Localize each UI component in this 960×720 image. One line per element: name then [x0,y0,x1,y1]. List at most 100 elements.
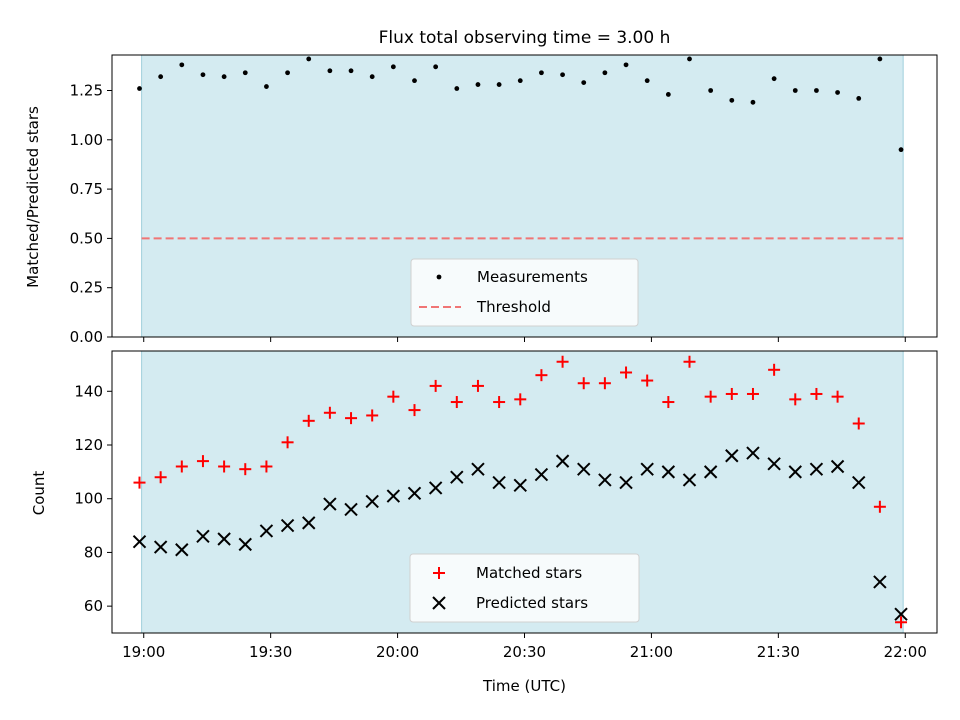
matched-star-point [556,355,569,368]
predicted-star-point [132,534,147,549]
matched-star-point [577,377,590,390]
y-tick-label: 0.00 [70,328,103,346]
predicted-star-point [259,524,274,538]
measurement-point [221,74,227,80]
y-tick-label: 120 [74,436,103,454]
measurement-point [433,64,439,70]
y-tick-label: 1.00 [70,131,103,149]
top-legend: Measurements Threshold [410,258,639,327]
predicted-star-point [428,481,443,495]
matched-star-point [281,436,294,449]
measurement-point [708,88,714,93]
predicted-star-point [492,475,506,490]
measurement-point [264,84,269,89]
matched-star-point [535,369,548,382]
measurement-point [496,82,502,87]
matched-star-point [641,374,654,387]
matched-star-point [810,387,823,400]
matched-star-point [768,363,781,376]
x-axis-label: Time (UTC) [482,677,566,695]
y-tick-label: 0.50 [70,229,103,247]
top-y-axis-label: Matched/Predicted stars [24,106,42,288]
matched-star-point [514,393,527,406]
predicted-star-point [577,462,591,476]
matched-star-point [196,455,209,468]
top-panel: 0.00 0.25 0.50 0.75 1.00 1.25 Matched/Predict… [24,54,938,346]
legend-measurement-marker [436,274,442,280]
measurement-point [814,88,819,93]
measurement-point [835,90,840,95]
predicted-star-point [894,607,908,621]
predicted-star-point [767,457,781,471]
y-tick-label: 100 [74,490,103,508]
x-tick-label: 20:30 [503,643,546,661]
legend-matched-label: Matched stars [476,564,582,582]
measurement-point [729,97,735,103]
measurement-point [644,78,650,84]
predicted-star-point [365,494,379,509]
measurement-points [137,56,904,153]
predicted-star-point [513,478,527,492]
predicted-star-point [703,465,718,479]
bottom-x-axis-ticks: 19:00 19:30 20:00 20:30 21:00 21:30 22:00 [122,633,927,661]
matched-star-point [302,414,315,427]
measurement-point [877,56,883,62]
measurement-point [454,86,460,91]
measurement-point [200,72,206,78]
predicted-star-point [175,543,189,557]
measurement-point [539,70,544,76]
measurement-point [137,86,142,91]
predicted-star-point [809,462,824,476]
matched-star-point [598,377,611,390]
matched-star-point [683,355,696,368]
matched-star-point [154,471,167,484]
measurement-point [327,68,333,74]
measurement-point [581,80,587,86]
predicted-star-point [302,516,316,530]
x-tick-label: 19:00 [122,643,165,661]
matched-star-point [345,412,358,425]
matched-star-point [175,460,188,473]
measurement-point [792,88,798,93]
bottom-legend-box [409,553,640,623]
measurement-point [560,72,565,78]
predicted-star-point [873,575,887,589]
y-tick-label: 1.25 [70,81,103,99]
matched-star-point [725,387,738,400]
matched-star-point [218,460,231,473]
measurement-point [306,56,312,62]
measurement-point [242,70,248,76]
predicted-star-point [450,470,464,484]
measurement-point [687,56,692,62]
y-tick-label: 0.25 [70,279,103,297]
predicted-star-point [153,540,168,554]
predicted-star-point [238,537,252,552]
matched-star-point [493,396,506,409]
measurement-point [179,62,185,68]
bottom-panel: 60 80 100 120 140 19:00 19:30 20:00 20:30 21:00 2… [30,350,938,695]
bottom-y-axis-label: Count [30,471,48,516]
measurement-point [623,62,629,68]
y-tick-label: 0.75 [70,180,103,198]
chart-title: Flux total observing time = 3.00 h [379,28,671,48]
matched-stars-points [133,355,908,629]
measurement-point [750,99,756,105]
matched-star-point [831,390,844,403]
matched-star-point [408,404,421,417]
x-tick-label: 19:30 [249,643,292,661]
matched-star-point [239,463,252,476]
legend-predicted-marker [432,596,446,610]
predicted-star-point [555,454,570,468]
predicted-star-point [534,467,549,482]
predicted-star-point [217,532,231,546]
matched-star-point [429,379,442,392]
y-tick-label: 140 [74,382,103,400]
predicted-star-point [852,475,866,490]
predicted-star-point [196,529,210,544]
predicted-star-point [323,497,337,511]
measurement-point [856,95,862,101]
legend-predicted-label: Predicted stars [476,594,588,612]
legend-threshold-label: Threshold [476,298,551,316]
matched-star-point [133,476,146,489]
